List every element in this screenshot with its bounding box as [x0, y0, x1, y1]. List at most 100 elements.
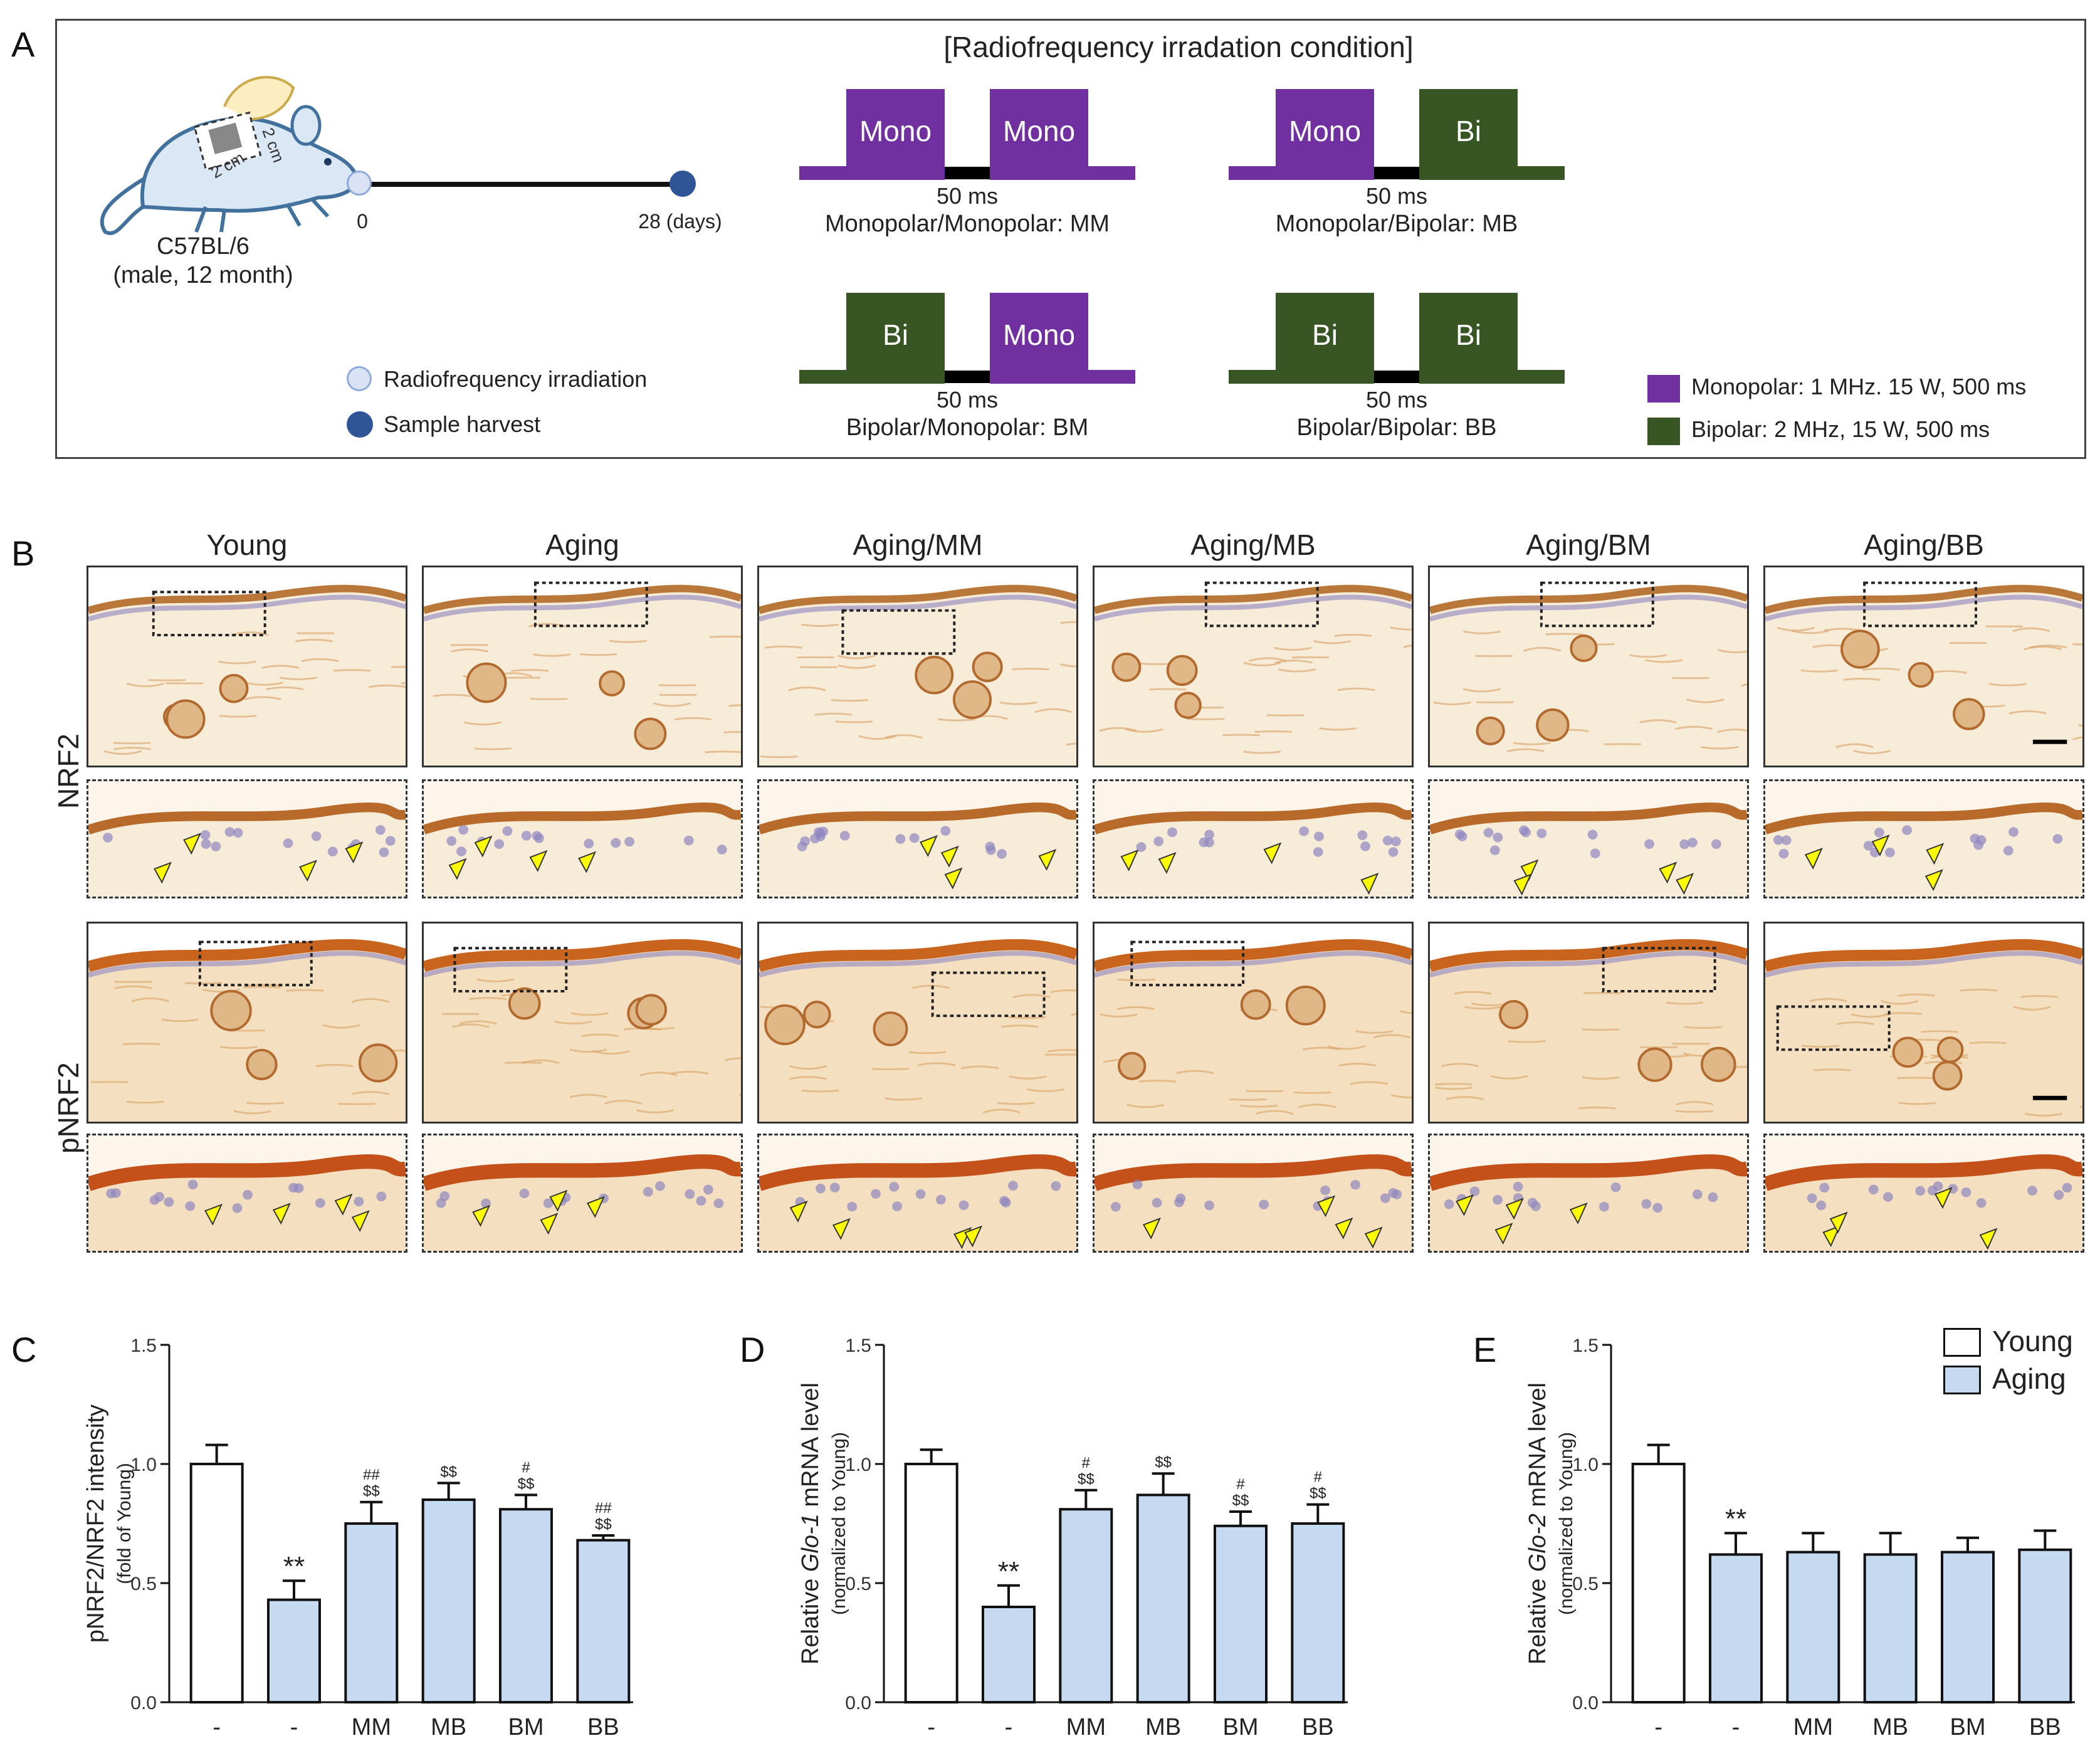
chart-c-annotation-1-0: **	[283, 1551, 305, 1582]
chart-c-annotation-2-0: ##	[363, 1466, 380, 1483]
chart-c-x-label-0: -	[213, 1714, 221, 1740]
micrograph-zoom-pnrf2-0	[87, 1134, 407, 1253]
chart-d-annotation-2-0: #	[1082, 1455, 1091, 1472]
micrograph-nrf2-2	[757, 566, 1078, 767]
pulse-first-1: Mono	[1276, 89, 1374, 172]
chart-e-x-label-2: MM	[1793, 1714, 1833, 1740]
legend-young-label: Young	[1992, 1325, 2073, 1357]
chart-e-x-label-0: -	[1654, 1714, 1662, 1740]
gap-1	[1374, 167, 1419, 179]
micrograph-pnrf2-5	[1763, 922, 2084, 1124]
chart-d-annotation-1-0: **	[998, 1556, 1019, 1587]
micrograph-pnrf2-3	[1093, 922, 1414, 1124]
chart-c-annotation-5-0: ##	[595, 1500, 612, 1517]
micrograph-zoom-pnrf2-5	[1763, 1134, 2084, 1253]
chart-d: 0.0 0.5 1.0 1.5 Relative Glo-1 mRNA level (no…	[797, 1335, 1348, 1740]
chart-c-x-label-1: -	[290, 1714, 298, 1740]
chart-e-bar-0	[1631, 1463, 1686, 1703]
chart-d-bar-3	[1136, 1493, 1190, 1703]
micrograph-nrf2-3	[1093, 566, 1414, 767]
pulse-first-0: Mono	[846, 89, 945, 172]
chart-d-bar-2	[1059, 1508, 1113, 1703]
chart-d-bar-4	[1214, 1524, 1268, 1703]
timeline-end-label: 28 (days)	[638, 210, 722, 233]
irradiation-legend-label: Radiofrequency irradiation	[384, 366, 648, 392]
column-title-5: Aging/BB	[1864, 529, 1984, 561]
chart-e-y-tick-label-1: 0.5	[1572, 1574, 1599, 1594]
chart-d-annotation-3-0: $$	[1155, 1454, 1172, 1471]
chart-d-y-tick-label-2: 1.0	[845, 1455, 871, 1475]
chart-c-annotation-4-0: #	[522, 1459, 530, 1476]
chart-c-bar-0	[189, 1463, 244, 1703]
micrograph-zoom-pnrf2-4	[1428, 1134, 1749, 1253]
micrograph-zoom-nrf2-3	[1093, 779, 1414, 898]
panel-a-title: [Radiofrequency irradation condition]	[943, 31, 1414, 63]
gap-2	[945, 371, 990, 383]
timeline-start-marker	[347, 171, 372, 196]
chart-d-x-label-0: -	[927, 1714, 935, 1740]
irradiation-legend-marker	[347, 366, 372, 391]
chart-d-y-tick-label-1: 0.5	[845, 1574, 871, 1594]
condition-name-3: Bipolar/Bipolar: BB	[1296, 414, 1497, 441]
micrograph-zoom-nrf2-4	[1428, 779, 1749, 898]
chart-c-bar-1	[267, 1598, 321, 1703]
chart-c-bar-3	[421, 1498, 476, 1703]
mouse-details: (male, 12 month)	[113, 262, 293, 288]
pulse-first-3: Bi	[1276, 293, 1374, 376]
chart-d-bar-0	[904, 1463, 958, 1703]
chart-c-x-label-5: BB	[587, 1714, 619, 1740]
chart-d-x-label-1: -	[1005, 1714, 1013, 1740]
legend-aging-label: Aging	[1992, 1362, 2066, 1395]
condition-name-2: Bipolar/Monopolar: BM	[846, 414, 1089, 441]
pulse-second-2: Mono	[990, 293, 1088, 376]
chart-d-annotation-5-0: #	[1314, 1469, 1323, 1486]
harvest-legend-marker	[347, 411, 373, 438]
chart-e-x-label-1: -	[1732, 1714, 1740, 1740]
chart-e-y-label: Relative Glo-2 mRNA level	[1525, 1382, 1551, 1665]
micrograph-nrf2-1	[422, 566, 743, 767]
panel-a-frame	[55, 19, 2086, 459]
micrograph-zoom-nrf2-1	[422, 779, 743, 898]
gap-0	[945, 167, 990, 179]
chart-c-annotation-3-0: $$	[440, 1463, 457, 1480]
micrograph-nrf2-5	[1763, 566, 2084, 767]
column-title-0: Young	[206, 529, 288, 561]
column-title-4: Aging/BM	[1526, 529, 1651, 561]
bipolar-legend-label: Bipolar: 2 MHz, 15 W, 500 ms	[1691, 416, 1990, 442]
panel-label-d: D	[740, 1330, 765, 1369]
pulse-second-3: Bi	[1419, 293, 1518, 376]
timeline-line	[360, 182, 683, 187]
micrograph-zoom-pnrf2-2	[757, 1134, 1078, 1253]
mouse-illustration: 2 cm 2 cm	[100, 76, 359, 235]
chart-e-y-sublabel: (normalized to Young)	[1556, 1432, 1577, 1615]
pulse-first-2: Bi	[846, 293, 945, 376]
chart-d-x-label-3: MB	[1145, 1714, 1181, 1740]
chart-d-bar-5	[1291, 1522, 1345, 1703]
monopolar-legend-label: Monopolar: 1 MHz. 15 W, 500 ms	[1691, 374, 2027, 399]
chart-c-bar-5	[576, 1539, 631, 1703]
row-label-nrf2: NRF2	[52, 733, 85, 809]
harvest-legend-label: Sample harvest	[384, 411, 541, 437]
condition-name-1: Monopolar/Bipolar: MB	[1275, 211, 1518, 237]
chart-c-x-label-2: MM	[352, 1714, 391, 1740]
chart-c-y-tick-label-2: 1.0	[130, 1455, 157, 1475]
chart-c-x-label-4: BM	[508, 1714, 544, 1740]
micrograph-nrf2-0	[87, 566, 407, 767]
chart-e-bar-5	[2018, 1548, 2072, 1703]
micrograph-pnrf2-0	[87, 922, 407, 1124]
chart-e-x-label-3: MB	[1872, 1714, 1908, 1740]
chart-c-y-tick-label-3: 1.5	[130, 1335, 157, 1356]
pulse-second-1: Bi	[1419, 89, 1518, 172]
chart-e-bar-1	[1709, 1553, 1763, 1703]
timeline-end-marker	[669, 171, 696, 197]
gap-label-0: 50 ms	[936, 183, 999, 209]
chart-d-x-label-4: BM	[1223, 1714, 1259, 1740]
chart-e-y-tick-label-0: 0.0	[1572, 1693, 1599, 1714]
column-title-1: Aging	[545, 529, 619, 561]
chart-c-y-label: pNRF2/NRF2 intensity	[83, 1404, 109, 1643]
panel-label-e: E	[1473, 1330, 1497, 1369]
chart-e-bar-3	[1863, 1553, 1918, 1703]
gap-label-2: 50 ms	[936, 387, 999, 413]
micrograph-zoom-pnrf2-3	[1093, 1134, 1414, 1253]
micrograph-zoom-nrf2-2	[757, 779, 1078, 898]
